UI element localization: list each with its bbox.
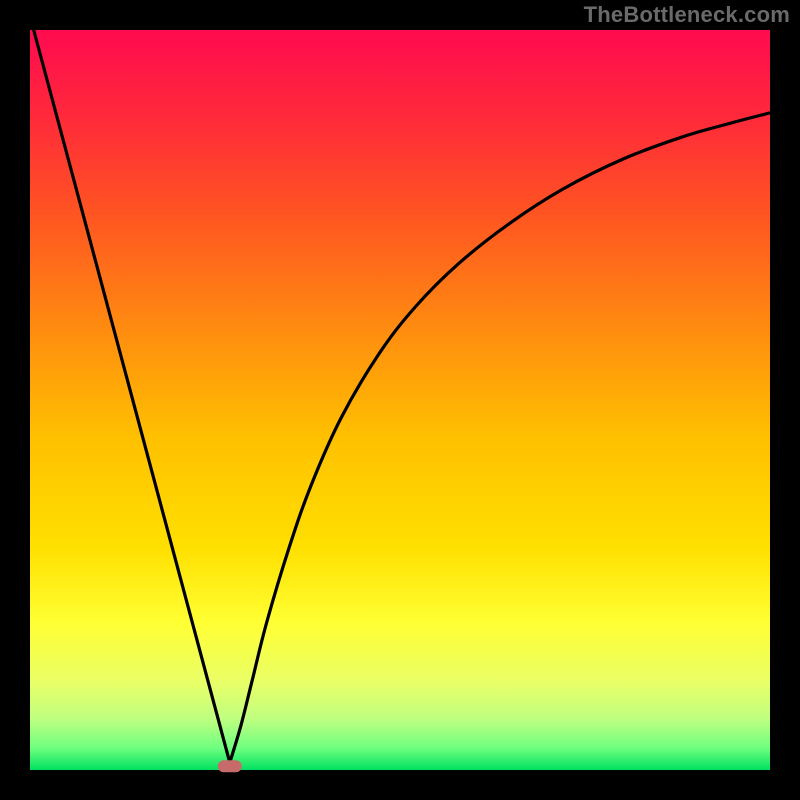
chart-background (30, 30, 770, 770)
watermark-text: TheBottleneck.com (584, 2, 790, 28)
optimum-marker (218, 760, 242, 772)
bottleneck-chart (0, 0, 800, 800)
